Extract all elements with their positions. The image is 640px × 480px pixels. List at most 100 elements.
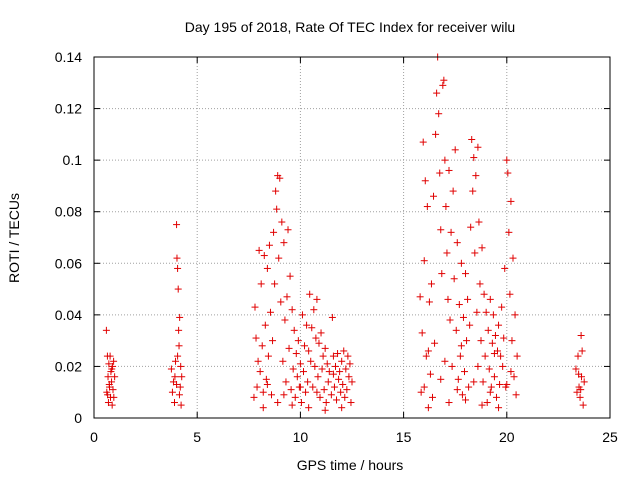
data-point: [435, 110, 443, 118]
data-point: [170, 399, 178, 407]
data-point: [512, 391, 520, 399]
x-tick-label: 0: [90, 429, 98, 445]
data-point: [288, 401, 296, 409]
data-point: [274, 399, 282, 407]
data-point: [456, 352, 464, 360]
data-point: [286, 272, 294, 280]
data-point: [104, 399, 112, 407]
data-point: [487, 383, 495, 391]
data-point: [262, 375, 270, 383]
data-point: [291, 393, 299, 401]
data-point: [268, 391, 276, 399]
y-tick-label: 0: [74, 410, 82, 426]
data-point: [437, 375, 445, 383]
data-point: [321, 344, 329, 352]
data-point: [334, 350, 342, 358]
data-point: [416, 293, 424, 301]
data-point: [293, 373, 301, 381]
data-point: [303, 321, 311, 329]
data-point: [319, 352, 327, 360]
data-point: [333, 396, 341, 404]
data-point: [491, 331, 499, 339]
data-point: [423, 203, 431, 211]
y-tick-labels: 0 0.02 0.04 0.06 0.08 0.1 0.12 0.14: [55, 49, 82, 426]
data-point: [173, 221, 181, 229]
data-point: [453, 386, 461, 394]
data-point: [252, 334, 260, 342]
data-point: [418, 329, 426, 337]
data-point: [427, 280, 435, 288]
data-point: [306, 290, 314, 298]
data-point: [474, 143, 482, 151]
data-point: [330, 383, 338, 391]
data-point: [285, 344, 293, 352]
data-point: [451, 146, 459, 154]
data-point: [309, 383, 317, 391]
data-point: [253, 383, 261, 391]
data-point: [342, 365, 350, 373]
data-point: [481, 352, 489, 360]
data-point: [476, 280, 484, 288]
data-point: [174, 352, 182, 360]
data-point: [256, 368, 264, 376]
data-point: [175, 391, 183, 399]
x-axis-label: GPS time / hours: [297, 457, 404, 473]
data-point: [264, 352, 272, 360]
data-point: [490, 350, 498, 358]
data-point: [292, 350, 300, 358]
data-point: [436, 169, 444, 177]
data-point: [348, 378, 356, 386]
data-point: [277, 298, 285, 306]
data-point: [316, 393, 324, 401]
data-point: [457, 259, 465, 267]
data-point: [504, 169, 512, 177]
data-point: [448, 362, 456, 370]
data-point: [313, 295, 321, 303]
data-point: [108, 401, 116, 409]
data-point: [424, 404, 432, 412]
data-point: [172, 357, 180, 365]
data-point: [261, 321, 269, 329]
data-point: [294, 337, 302, 345]
data-point: [331, 362, 339, 370]
data-point: [336, 368, 344, 376]
data-point: [445, 399, 453, 407]
data-point: [173, 254, 181, 262]
data-point: [447, 228, 455, 236]
data-point: [313, 388, 321, 396]
data-point: [484, 326, 492, 334]
data-point: [474, 362, 482, 370]
data-point: [430, 192, 438, 200]
data-point: [308, 324, 316, 332]
y-tick-label: 0.1: [63, 152, 83, 168]
data-point: [263, 264, 271, 272]
data-point: [289, 365, 297, 373]
data-point: [173, 380, 181, 388]
data-point: [432, 130, 440, 138]
data-point: [257, 280, 265, 288]
data-point: [299, 368, 307, 376]
data-point: [459, 313, 467, 321]
data-point: [438, 270, 446, 278]
data-point: [572, 365, 580, 373]
data-point: [283, 293, 291, 301]
data-point: [329, 370, 337, 378]
data-point: [457, 342, 465, 350]
data-point: [275, 254, 283, 262]
data-point: [345, 373, 353, 381]
data-point: [317, 329, 325, 337]
data-point: [273, 205, 281, 213]
data-point: [496, 380, 504, 388]
data-point: [278, 218, 286, 226]
data-point: [472, 172, 480, 180]
data-point: [468, 136, 476, 144]
data-point: [298, 311, 306, 319]
data-point: [482, 308, 490, 316]
data-point: [426, 370, 434, 378]
x-tick-label: 20: [499, 429, 515, 445]
data-point: [314, 373, 322, 381]
data-point: [340, 347, 348, 355]
data-point: [307, 357, 315, 365]
x-tick-labels: 0 5 10 15 20 25: [90, 429, 618, 445]
data-point: [500, 334, 508, 342]
